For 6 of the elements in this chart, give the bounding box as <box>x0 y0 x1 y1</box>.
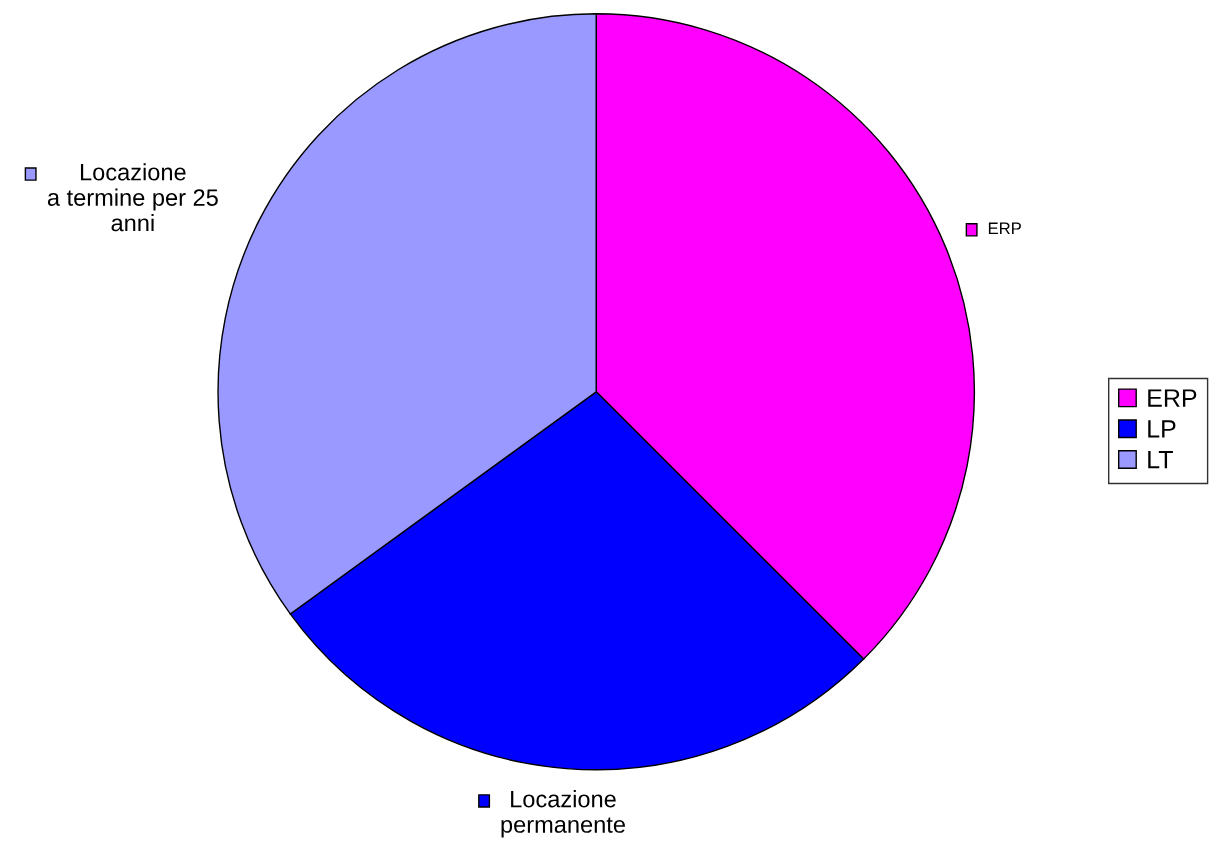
legend-label: ERP <box>1148 389 1197 407</box>
text: ERP <box>988 222 1021 235</box>
text: Locazione permanente <box>501 790 625 838</box>
legend-label: LP <box>1148 420 1176 438</box>
text: Locazione a termine per 25 anni <box>47 163 218 232</box>
legend-label: LT <box>1148 451 1173 469</box>
